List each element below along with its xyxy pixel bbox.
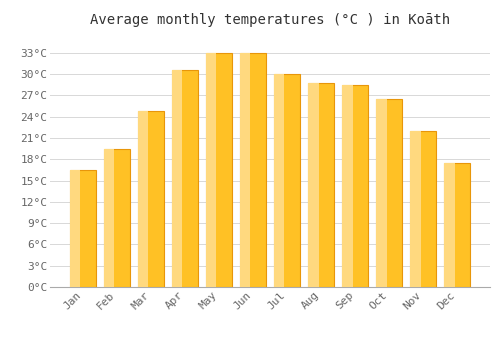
Bar [274,74,284,287]
Bar [308,83,334,287]
Bar [70,170,96,287]
Bar [104,149,130,287]
Bar [410,131,420,287]
Bar [444,163,454,287]
Bar [240,53,250,287]
Bar [342,85,352,287]
Bar [240,53,266,287]
Bar [70,170,80,287]
Bar [172,70,198,287]
Bar [104,149,115,287]
Bar [172,70,182,287]
Bar [342,85,368,287]
Bar [308,83,318,287]
Title: Average monthly temperatures (°C ) in Koāth: Average monthly temperatures (°C ) in Ko… [90,13,450,27]
Bar [138,111,148,287]
Bar [206,53,216,287]
Bar [410,131,436,287]
Bar [274,74,300,287]
Bar [376,99,402,287]
Bar [376,99,386,287]
Bar [138,111,164,287]
Bar [444,163,470,287]
Bar [206,53,232,287]
